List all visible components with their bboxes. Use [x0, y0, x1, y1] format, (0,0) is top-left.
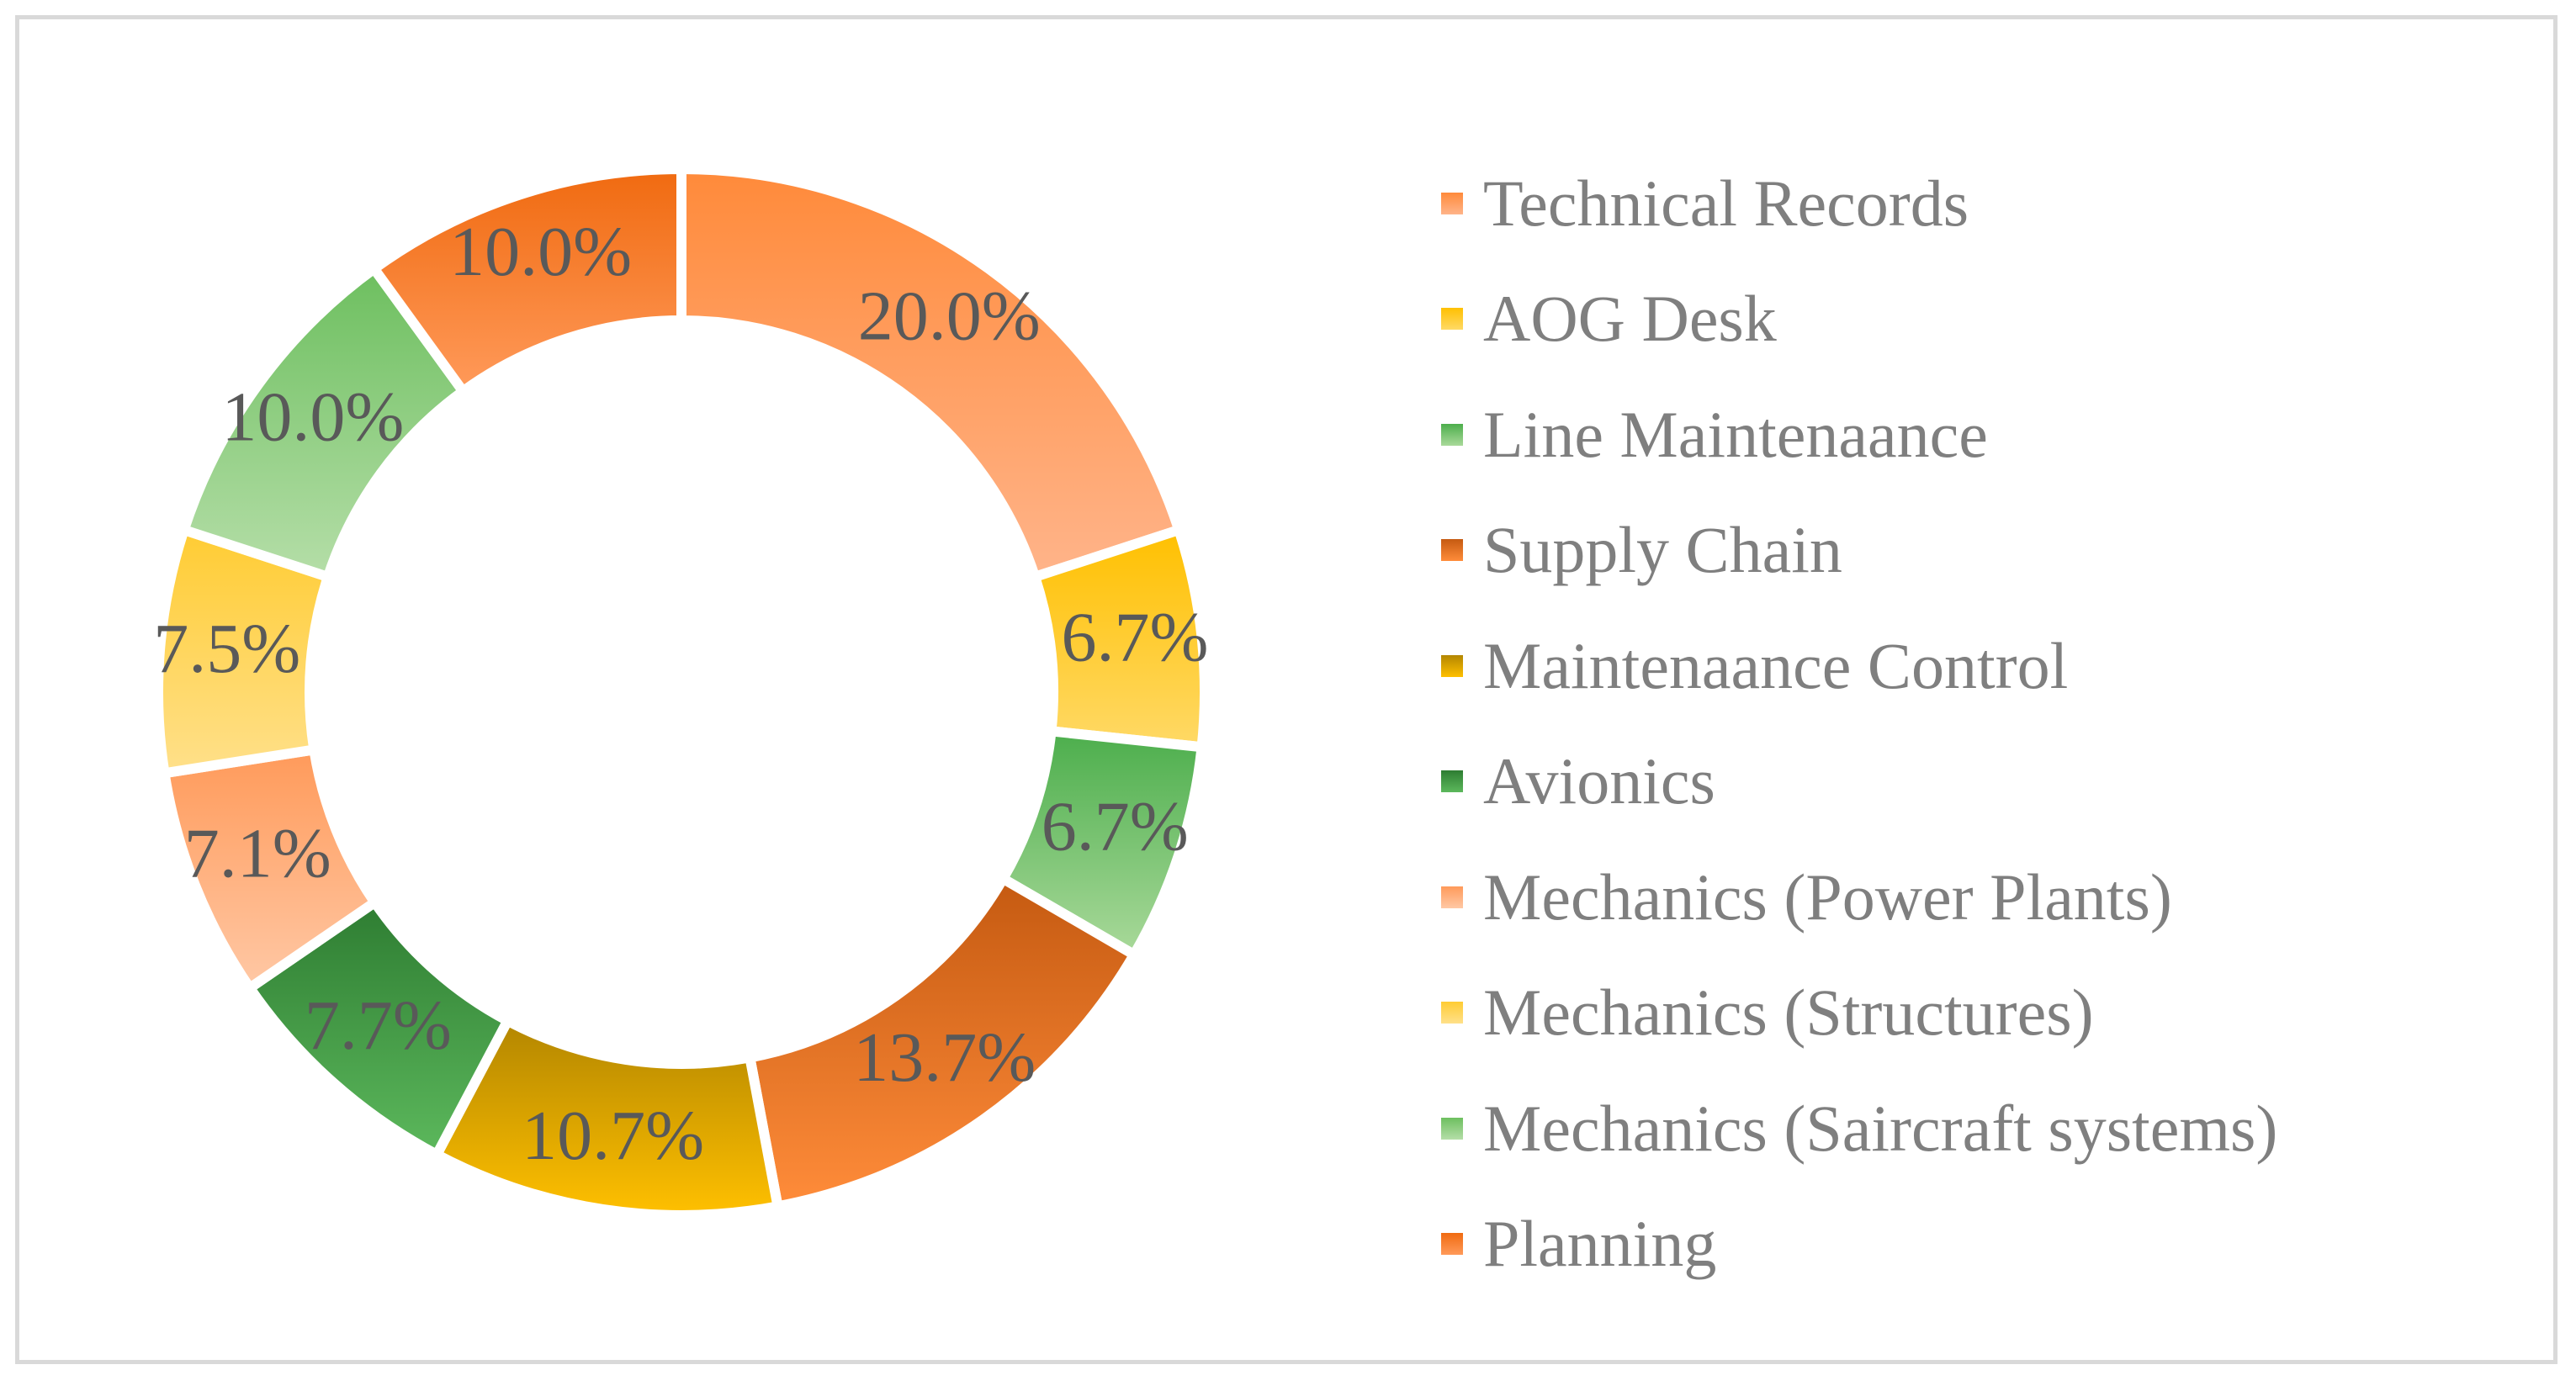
legend-label: Line Maintenaance: [1483, 397, 1988, 471]
legend-swatch: [1441, 1117, 1463, 1140]
slice-planning: [367, 163, 686, 399]
legend-swatch: [1441, 308, 1463, 331]
slice-label: 7.1%: [184, 814, 331, 892]
legend-item: Maintenaance Control: [1441, 608, 2277, 724]
legend-label: Supply Chain: [1483, 513, 1842, 587]
slice-label: 13.7%: [853, 1018, 1036, 1097]
slice-label: 10.7%: [522, 1097, 704, 1175]
legend-label: Planning: [1483, 1207, 1717, 1281]
slice-label: 20.0%: [858, 278, 1041, 356]
legend: Technical Records AOG Desk Line Maintenaan…: [1441, 145, 2277, 1302]
slice-label: 6.7%: [1062, 598, 1209, 676]
legend-item: Mechanics (Structures): [1441, 955, 2277, 1071]
legend-item: Supply Chain: [1441, 493, 2277, 609]
legend-label: Mechanics (Saircraft systems): [1483, 1091, 2278, 1165]
legend-swatch: [1441, 1002, 1463, 1024]
legend-swatch: [1441, 539, 1463, 562]
slice-label: 7.7%: [305, 987, 452, 1065]
chart-frame: 20.0% 6.7% 6.7% 13.7% 10.7% 7.7% 7.1% 7.5% 10.0%…: [15, 15, 2557, 1364]
legend-swatch: [1441, 423, 1463, 446]
slice-label: 7.5%: [153, 610, 300, 688]
legend-item: AOG Desk: [1441, 262, 2277, 378]
legend-label: Maintenaance Control: [1483, 628, 2069, 702]
legend-swatch: [1441, 1233, 1463, 1256]
legend-item: Avionics: [1441, 724, 2277, 840]
slice-technical-records: [676, 163, 1185, 584]
donut-chart: 20.0% 6.7% 6.7% 13.7% 10.7% 7.7% 7.1% 7.5% 10.0%…: [153, 163, 1210, 1220]
legend-label: Mechanics (Power Plants): [1483, 860, 2172, 934]
legend-swatch: [1441, 192, 1463, 214]
legend-item: Technical Records: [1441, 145, 2277, 262]
legend-label: AOG Desk: [1483, 282, 1777, 356]
legend-swatch: [1441, 886, 1463, 908]
legend-item: Mechanics (Power Plants): [1441, 839, 2277, 955]
slice-label: 10.0%: [221, 378, 404, 456]
slice-label: 10.0%: [449, 213, 632, 291]
legend-label: Avionics: [1483, 744, 1715, 818]
legend-swatch: [1441, 770, 1463, 793]
legend-item: Line Maintenaance: [1441, 377, 2277, 493]
legend-label: Technical Records: [1483, 166, 1969, 240]
legend-swatch: [1441, 654, 1463, 677]
legend-label: Mechanics (Structures): [1483, 976, 2094, 1050]
legend-item: Planning: [1441, 1187, 2277, 1303]
legend-item: Mechanics (Saircraft systems): [1441, 1071, 2277, 1187]
slice-label: 6.7%: [1042, 787, 1189, 865]
